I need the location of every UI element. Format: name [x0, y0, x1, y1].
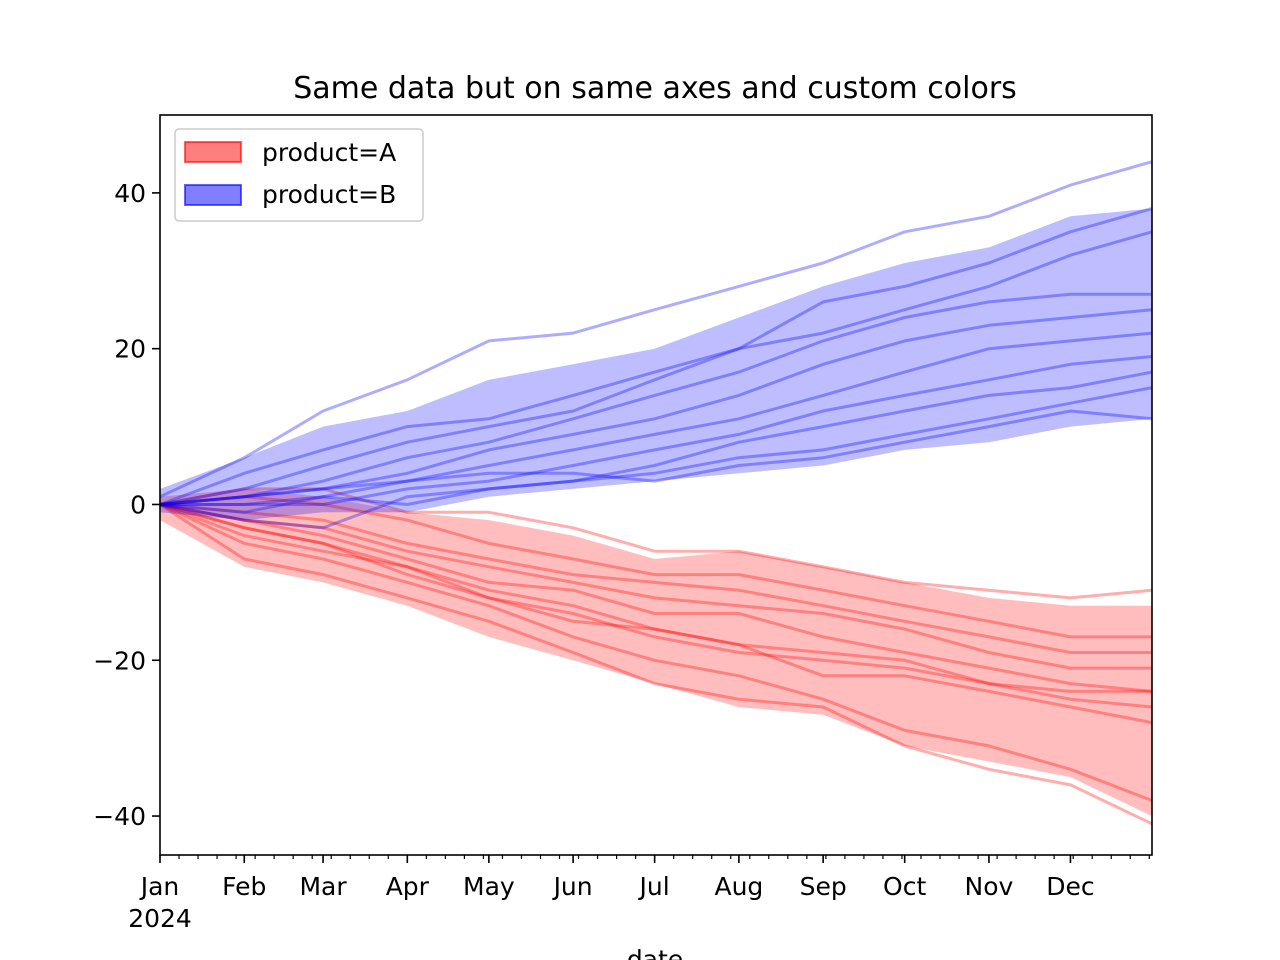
- x-tick-label: Oct: [883, 872, 926, 901]
- x-tick-label: Mar: [299, 872, 347, 901]
- legend-swatch-product-b: [184, 184, 242, 206]
- x-axis: Jan Feb Mar Apr May Jun Jul Aug Sep Oct Nov Dec: [139, 855, 1150, 901]
- legend-label-product-b: product=B: [262, 180, 396, 209]
- y-tick-label: 20: [114, 335, 146, 364]
- x-tick-label: Dec: [1046, 872, 1094, 901]
- series-line-product-b-10: [159, 409, 1153, 506]
- series-line-product-a-3: [159, 503, 1153, 725]
- series-line-product-b-2: [159, 207, 1153, 506]
- chart-title: Same data but on same axes and custom co…: [293, 71, 1017, 106]
- x-tick-label: Apr: [386, 872, 430, 901]
- series-line-product-a-5: [159, 503, 1153, 693]
- plot-area: [159, 160, 1153, 826]
- series-line-product-a-6: [159, 503, 1152, 670]
- y-axis: 40 20 0 −20 −40: [93, 179, 160, 831]
- x-tick-label: Jul: [638, 872, 670, 901]
- x-axis-label: date: [627, 945, 683, 960]
- series-line-product-b-6: [159, 331, 1153, 514]
- series-line-product-b-7: [160, 355, 1153, 506]
- x-axis-year-label: 2024: [128, 904, 192, 933]
- x-tick-label: Nov: [965, 872, 1014, 901]
- x-tick-label: May: [463, 872, 515, 901]
- band-product-b: [160, 208, 1152, 521]
- y-tick-label: 40: [114, 179, 146, 208]
- series-line-product-b-9: [160, 386, 1153, 506]
- series-line-product-b-3: [159, 230, 1153, 506]
- y-tick-label: 0: [130, 490, 146, 519]
- series-line-product-b-1: [159, 160, 1153, 499]
- series-line-product-a-9: [159, 487, 1153, 600]
- x-tick-label: Jan: [139, 872, 180, 901]
- x-tick-label: Jun: [552, 872, 593, 901]
- legend: product=A product=B: [174, 128, 424, 222]
- axes-frame: [159, 114, 1153, 856]
- x-tick-label: Sep: [800, 872, 847, 901]
- series-line-product-a-8: [159, 495, 1152, 639]
- y-tick-label: −40: [93, 802, 146, 831]
- x-tick-label: Aug: [714, 872, 763, 901]
- series-line-product-b-5: [159, 308, 1153, 506]
- series-line-product-a-7: [159, 503, 1152, 654]
- series-line-product-b-8: [159, 370, 1153, 530]
- y-tick-label: −20: [93, 646, 146, 675]
- series-line-product-a-2: [159, 503, 1153, 802]
- series-line-product-b-4: [159, 292, 1152, 506]
- legend-swatch-product-a: [184, 141, 242, 163]
- x-tick-label: Feb: [222, 872, 266, 901]
- series-line-product-a-4: [159, 503, 1153, 709]
- series-line-product-a-10: [159, 503, 1152, 693]
- series-line-product-a-1: [159, 503, 1153, 826]
- legend-label-product-a: product=A: [262, 138, 396, 167]
- band-product-a: [160, 488, 1152, 817]
